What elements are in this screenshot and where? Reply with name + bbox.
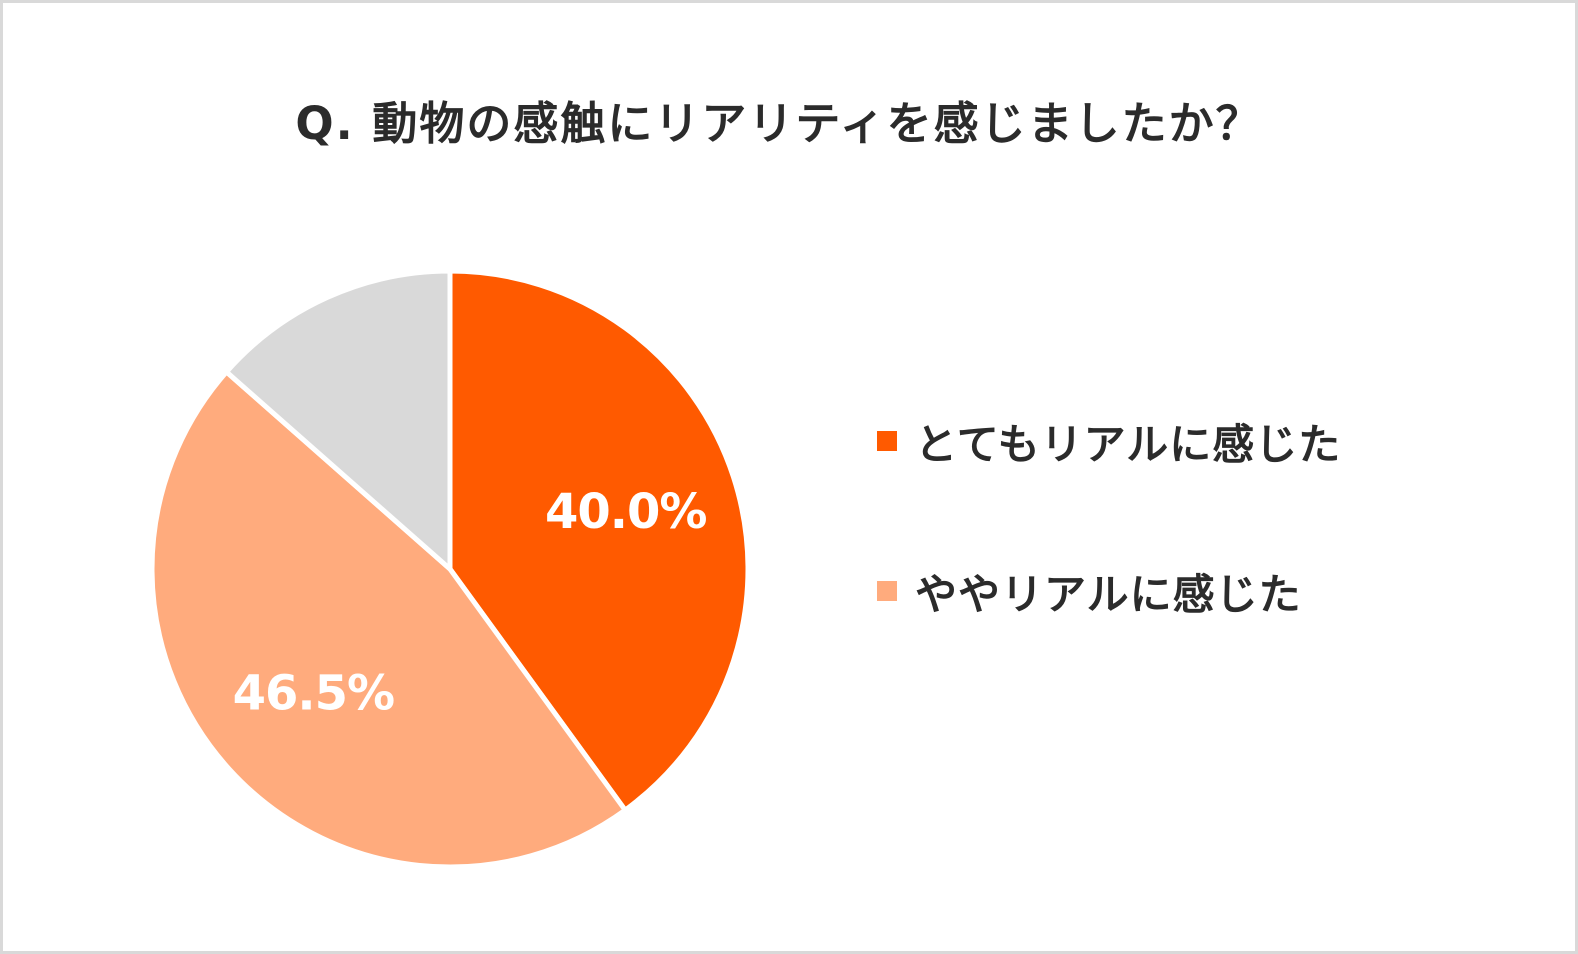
legend-swatch-1	[877, 581, 897, 601]
chart-legend: とてもリアルに感じた ややリアルに感じた	[877, 411, 1341, 711]
legend-item-1: ややリアルに感じた	[877, 561, 1341, 621]
pie-data-labels: 40.0% 46.5%	[233, 484, 708, 721]
chart-title: Q. 動物の感触にリアリティを感じましたか？	[295, 97, 1263, 150]
legend-item-0: とてもリアルに感じた	[877, 411, 1341, 471]
legend-swatch-0	[877, 431, 897, 451]
pie-slice-0	[447, 268, 751, 813]
pie-slice-2	[223, 268, 453, 572]
pie-slices	[149, 268, 751, 870]
legend-label-1: ややリアルに感じた	[915, 569, 1302, 619]
pie-data-label-0: 40.0%	[545, 484, 707, 540]
legend-label-0: とてもリアルに感じた	[915, 419, 1342, 469]
pie-chart: 40.0% 46.5%	[149, 268, 751, 870]
pie-slice-1	[149, 369, 628, 870]
pie-data-label-1: 46.5%	[233, 665, 395, 721]
